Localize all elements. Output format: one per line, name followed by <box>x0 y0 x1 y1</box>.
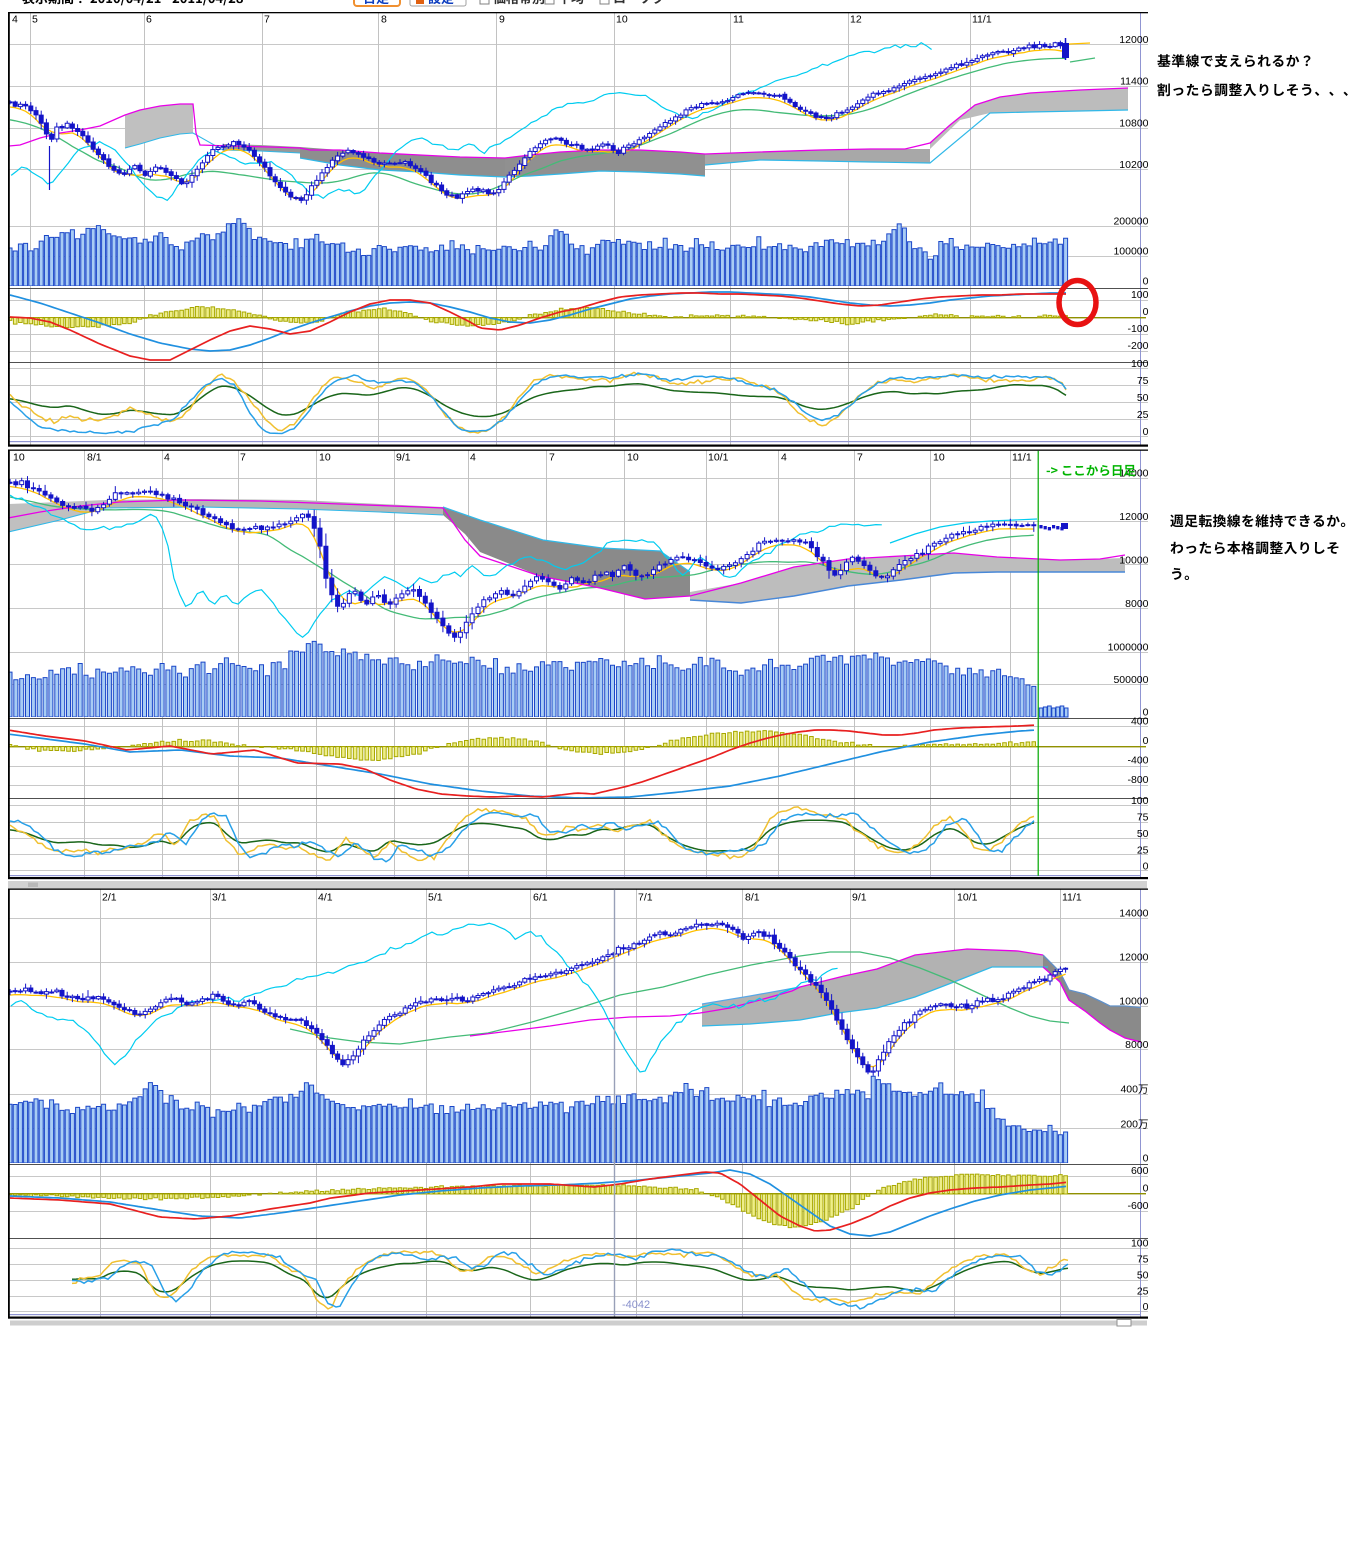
svg-text:50: 50 <box>1137 1270 1149 1282</box>
svg-text:-400: -400 <box>1127 755 1148 767</box>
svg-text:5/1: 5/1 <box>428 892 443 904</box>
svg-text:8/1: 8/1 <box>87 452 102 464</box>
svg-text:0: 0 <box>1143 1183 1149 1195</box>
svg-text:10000: 10000 <box>1119 996 1148 1008</box>
svg-text:8000: 8000 <box>1125 1039 1149 1051</box>
svg-text:5: 5 <box>32 14 38 26</box>
svg-text:7: 7 <box>264 14 270 26</box>
svg-text:0: 0 <box>1143 1153 1149 1165</box>
svg-text:0: 0 <box>1143 306 1149 318</box>
svg-text:10200: 10200 <box>1119 159 1148 171</box>
svg-text:200000: 200000 <box>1113 216 1148 228</box>
svg-text:6/1: 6/1 <box>533 892 548 904</box>
svg-text:4: 4 <box>470 452 476 464</box>
svg-text:75: 75 <box>1137 375 1149 387</box>
svg-text:11/1: 11/1 <box>1062 892 1082 904</box>
svg-text:100: 100 <box>1131 289 1149 301</box>
svg-text:10: 10 <box>13 452 25 464</box>
svg-text:200万: 200万 <box>1120 1119 1148 1131</box>
svg-text:0: 0 <box>1143 276 1149 288</box>
svg-text:0: 0 <box>1143 426 1149 438</box>
svg-text:1000000: 1000000 <box>1108 642 1149 654</box>
svg-text:12000: 12000 <box>1119 511 1148 523</box>
svg-text:12000: 12000 <box>1119 34 1148 46</box>
svg-text:8: 8 <box>381 14 387 26</box>
svg-text:7/1: 7/1 <box>638 892 653 904</box>
svg-text:4/1: 4/1 <box>318 892 333 904</box>
svg-text:75: 75 <box>1137 812 1149 824</box>
svg-text:0: 0 <box>1143 735 1149 747</box>
svg-text:9/1: 9/1 <box>852 892 867 904</box>
svg-text:10/1: 10/1 <box>957 892 978 904</box>
svg-text:25: 25 <box>1137 845 1149 857</box>
svg-text:100: 100 <box>1131 795 1149 807</box>
svg-text:7: 7 <box>240 452 246 464</box>
svg-text:400万: 400万 <box>1120 1084 1148 1096</box>
svg-text:7: 7 <box>549 452 555 464</box>
svg-text:-4042: -4042 <box>622 1299 650 1311</box>
svg-text:9: 9 <box>499 14 505 26</box>
svg-text:4: 4 <box>12 14 18 26</box>
svg-text:0: 0 <box>1143 861 1149 873</box>
svg-text:-200: -200 <box>1127 340 1148 352</box>
svg-text:12000: 12000 <box>1119 952 1148 964</box>
svg-text:10000: 10000 <box>1119 555 1148 567</box>
svg-text:25: 25 <box>1137 409 1149 421</box>
svg-text:75: 75 <box>1137 1254 1149 1266</box>
svg-text:100: 100 <box>1131 1238 1149 1250</box>
svg-text:10: 10 <box>616 14 628 26</box>
svg-text:-600: -600 <box>1127 1200 1148 1212</box>
svg-text:400: 400 <box>1131 716 1149 728</box>
svg-text:0: 0 <box>1143 707 1149 719</box>
svg-text:11400: 11400 <box>1120 76 1149 88</box>
svg-text:50: 50 <box>1137 828 1149 840</box>
svg-text:11: 11 <box>733 14 744 26</box>
svg-text:10800: 10800 <box>1119 118 1148 130</box>
svg-text:-100: -100 <box>1127 323 1148 335</box>
svg-text:8000: 8000 <box>1125 598 1149 610</box>
svg-text:10/1: 10/1 <box>708 452 729 464</box>
svg-text:10: 10 <box>627 452 639 464</box>
svg-text:8/1: 8/1 <box>745 892 760 904</box>
svg-text:3/1: 3/1 <box>212 892 227 904</box>
svg-text:0: 0 <box>1143 1301 1149 1313</box>
svg-text:50: 50 <box>1137 392 1149 404</box>
svg-text:25: 25 <box>1137 1286 1149 1298</box>
svg-text:-800: -800 <box>1127 774 1148 786</box>
svg-text:600: 600 <box>1131 1165 1149 1177</box>
svg-text:4: 4 <box>164 452 170 464</box>
svg-text:6: 6 <box>146 14 152 26</box>
svg-text:11/1: 11/1 <box>972 14 992 26</box>
svg-text:9/1: 9/1 <box>396 452 411 464</box>
svg-text:10: 10 <box>319 452 331 464</box>
svg-text:2/1: 2/1 <box>102 892 117 904</box>
svg-text:500000: 500000 <box>1113 674 1148 686</box>
svg-text:100: 100 <box>1131 358 1149 370</box>
svg-text:11/1: 11/1 <box>1012 452 1032 464</box>
svg-text:7: 7 <box>857 452 863 464</box>
svg-text:100000: 100000 <box>1113 246 1148 258</box>
svg-text:12: 12 <box>850 14 862 26</box>
svg-text:10: 10 <box>933 452 945 464</box>
svg-text:14000: 14000 <box>1119 908 1148 920</box>
svg-text:4: 4 <box>781 452 787 464</box>
